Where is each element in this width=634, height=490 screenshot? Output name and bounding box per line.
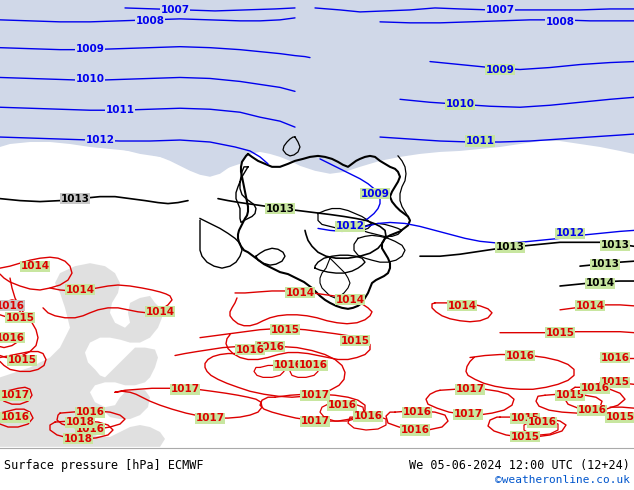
Text: 1015: 1015 bbox=[545, 328, 574, 338]
Text: 1016: 1016 bbox=[0, 301, 25, 311]
Text: 1009: 1009 bbox=[75, 44, 105, 54]
Text: 1013: 1013 bbox=[590, 259, 619, 269]
Text: 1009: 1009 bbox=[486, 65, 514, 74]
Polygon shape bbox=[0, 209, 165, 447]
Text: 1015: 1015 bbox=[271, 325, 299, 335]
Text: 1014: 1014 bbox=[576, 301, 605, 311]
Text: 1017: 1017 bbox=[1, 390, 30, 400]
Text: 1016: 1016 bbox=[235, 344, 264, 355]
Text: 1015: 1015 bbox=[555, 390, 585, 400]
Text: 1015: 1015 bbox=[605, 412, 634, 422]
Text: 1016: 1016 bbox=[75, 407, 105, 417]
Text: 1016: 1016 bbox=[401, 425, 429, 435]
Text: 1008: 1008 bbox=[545, 17, 574, 27]
Text: 1015: 1015 bbox=[510, 432, 540, 442]
Text: 1011: 1011 bbox=[105, 105, 134, 115]
Text: ©weatheronline.co.uk: ©weatheronline.co.uk bbox=[495, 475, 630, 485]
Text: 1012: 1012 bbox=[555, 228, 585, 238]
Text: 1014: 1014 bbox=[145, 307, 174, 317]
Text: 1015: 1015 bbox=[8, 355, 37, 366]
Text: 1009: 1009 bbox=[361, 189, 389, 198]
Text: 1015: 1015 bbox=[510, 413, 540, 423]
Text: 1018: 1018 bbox=[63, 434, 93, 444]
Text: Surface pressure [hPa] ECMWF: Surface pressure [hPa] ECMWF bbox=[4, 459, 204, 472]
Text: 1016: 1016 bbox=[578, 405, 607, 415]
Text: 1016: 1016 bbox=[299, 361, 328, 370]
Text: 1013: 1013 bbox=[496, 242, 524, 252]
Text: 1016: 1016 bbox=[527, 417, 557, 427]
Text: 1016: 1016 bbox=[75, 424, 105, 434]
Text: 1016: 1016 bbox=[581, 383, 609, 393]
Text: 1013: 1013 bbox=[60, 194, 89, 204]
Text: 1016: 1016 bbox=[600, 352, 630, 363]
Text: 1013: 1013 bbox=[600, 240, 630, 250]
Text: 1016: 1016 bbox=[505, 350, 534, 361]
Text: 1017: 1017 bbox=[301, 390, 330, 400]
Text: 1014: 1014 bbox=[335, 295, 365, 305]
Text: 1010: 1010 bbox=[75, 74, 105, 84]
Text: 1014: 1014 bbox=[285, 288, 314, 298]
Text: 1017: 1017 bbox=[453, 409, 482, 419]
Text: 1017: 1017 bbox=[195, 413, 224, 423]
Text: 1010: 1010 bbox=[446, 99, 474, 109]
Text: 1016: 1016 bbox=[273, 361, 302, 370]
Text: 1011: 1011 bbox=[465, 136, 495, 146]
Text: 1014: 1014 bbox=[448, 301, 477, 311]
Text: 1016: 1016 bbox=[328, 400, 356, 410]
Text: 1016: 1016 bbox=[256, 342, 285, 352]
Text: 1015: 1015 bbox=[340, 336, 370, 345]
Text: 1008: 1008 bbox=[136, 16, 164, 26]
Text: 1016: 1016 bbox=[0, 333, 25, 343]
Text: 1015: 1015 bbox=[6, 313, 34, 323]
Text: 1016: 1016 bbox=[403, 407, 432, 417]
Polygon shape bbox=[0, 0, 634, 177]
Text: 1014: 1014 bbox=[65, 285, 94, 295]
Text: 1017: 1017 bbox=[171, 384, 200, 394]
Text: 1016: 1016 bbox=[1, 412, 30, 422]
Text: 1017: 1017 bbox=[301, 416, 330, 426]
Polygon shape bbox=[0, 0, 634, 171]
Text: 1018: 1018 bbox=[65, 417, 94, 427]
Text: 1015: 1015 bbox=[600, 377, 630, 387]
Text: 1013: 1013 bbox=[266, 203, 295, 214]
Text: 1016: 1016 bbox=[354, 411, 382, 421]
Text: 1017: 1017 bbox=[455, 384, 484, 394]
Text: We 05-06-2024 12:00 UTC (12+24): We 05-06-2024 12:00 UTC (12+24) bbox=[409, 459, 630, 472]
Text: 1007: 1007 bbox=[486, 5, 515, 15]
Text: 1014: 1014 bbox=[585, 278, 614, 288]
Text: 1012: 1012 bbox=[335, 221, 365, 231]
Text: 1007: 1007 bbox=[160, 5, 190, 15]
Text: 1012: 1012 bbox=[86, 135, 115, 145]
Text: 1014: 1014 bbox=[20, 261, 49, 271]
